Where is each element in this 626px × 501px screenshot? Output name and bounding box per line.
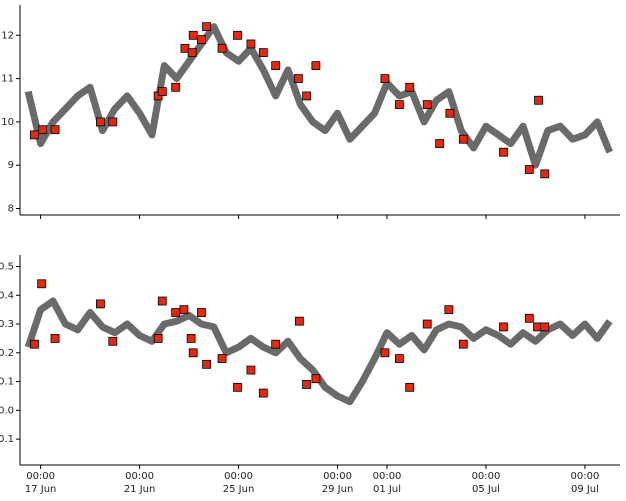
y-tick-label: 0.3 [0, 319, 14, 330]
x-tick-label: 00:00 [224, 471, 253, 482]
x-tick-label: 00:00 [373, 471, 402, 482]
scatter-point [187, 48, 197, 58]
y-tick-label: 9 [8, 160, 14, 171]
y-tick-label: 0.1 [0, 377, 14, 388]
scatter-point [302, 380, 311, 389]
scatter-point [293, 74, 303, 84]
scatter-point [153, 334, 163, 343]
scatter-point [458, 339, 468, 349]
scatter-point [258, 388, 268, 398]
scatter-point [197, 308, 206, 317]
data-line [24, 23, 613, 169]
scatter-point [96, 299, 105, 309]
scatter-point [217, 354, 227, 363]
scatter-point [534, 95, 543, 105]
x-tick-label: 01 Jul [373, 484, 401, 495]
scatter-point [499, 322, 508, 332]
scatter-point [108, 117, 118, 127]
scatter-point [445, 108, 455, 118]
scatter-point [394, 354, 404, 363]
scatter-point [188, 348, 198, 358]
x-tick-label: 00:00 [125, 471, 154, 482]
y-tick-label: 0.4 [0, 290, 14, 301]
scatter-point [405, 82, 415, 92]
scatter-point [171, 82, 181, 92]
scatter-point [197, 35, 206, 45]
scatter-point [157, 87, 167, 96]
scatter-point [405, 382, 415, 392]
scatter-point [444, 305, 454, 315]
scatter-point [294, 316, 304, 326]
scatter-point [38, 125, 48, 135]
scatter-point [533, 322, 542, 332]
scatter-point [180, 43, 190, 53]
scatter-point [422, 100, 432, 109]
x-tick-label: 21 Jun [124, 484, 156, 495]
scatter-point [50, 334, 60, 343]
scatter-point [246, 39, 256, 49]
scatter-point [96, 117, 105, 127]
y-tick-label: 11 [1, 74, 14, 85]
scatter-point [202, 22, 211, 32]
x-tick-label: 00:00 [472, 471, 501, 482]
scatter-point [258, 48, 268, 58]
y-tick-label: 10 [1, 117, 14, 128]
scatter-point [394, 100, 404, 109]
scatter-point [186, 334, 196, 343]
scatter-point [271, 339, 281, 349]
scatter-point [302, 91, 311, 101]
scatter-point [171, 308, 181, 317]
scatter-point [179, 305, 189, 315]
data-line [24, 297, 613, 406]
scatter-point [435, 139, 444, 148]
scatter-point [422, 319, 432, 329]
scatter-point [458, 134, 468, 144]
scatter-point [271, 61, 281, 71]
scatter-point [524, 313, 534, 323]
scatter-point [202, 359, 211, 369]
scatter-point [540, 322, 550, 332]
x-tick-label: 05 Jul [472, 484, 500, 495]
scatter-point [50, 125, 60, 135]
scatter-point [217, 43, 227, 53]
scatter-point [188, 30, 198, 40]
x-tick-label: 25 Jun [223, 484, 255, 495]
x-tick-label: 00:00 [323, 471, 352, 482]
scatter-point [233, 30, 242, 40]
scatter-point [30, 339, 39, 349]
scatter-point [157, 296, 167, 306]
x-tick-label: 29 Jun [322, 484, 354, 495]
y-tick-label: 0.5 [0, 262, 14, 273]
y-tick-label: 0.2 [0, 348, 14, 359]
y-tick-label: 0.1 [0, 434, 14, 445]
x-tick-label: 00:00 [26, 471, 55, 482]
x-tick-label: 09 Jul [571, 484, 599, 495]
scatter-point [380, 74, 390, 84]
scatter-point [246, 365, 256, 375]
scatter-point [311, 374, 321, 384]
y-tick-label: 8 [8, 204, 14, 215]
scatter-point [37, 279, 47, 289]
scatter-point [311, 61, 321, 71]
x-tick-label: 17 Jun [25, 484, 57, 495]
x-tick-label: 00:00 [571, 471, 600, 482]
scatter-point [540, 169, 550, 179]
scatter-point [108, 336, 118, 346]
scatter-point [524, 165, 534, 174]
scatter-point [233, 382, 242, 392]
y-tick-label: 12 [1, 30, 14, 41]
y-tick-label: 0.0 [0, 405, 14, 416]
scatter-point [499, 147, 508, 157]
scatter-point [30, 130, 39, 140]
scatter-point [380, 348, 390, 358]
